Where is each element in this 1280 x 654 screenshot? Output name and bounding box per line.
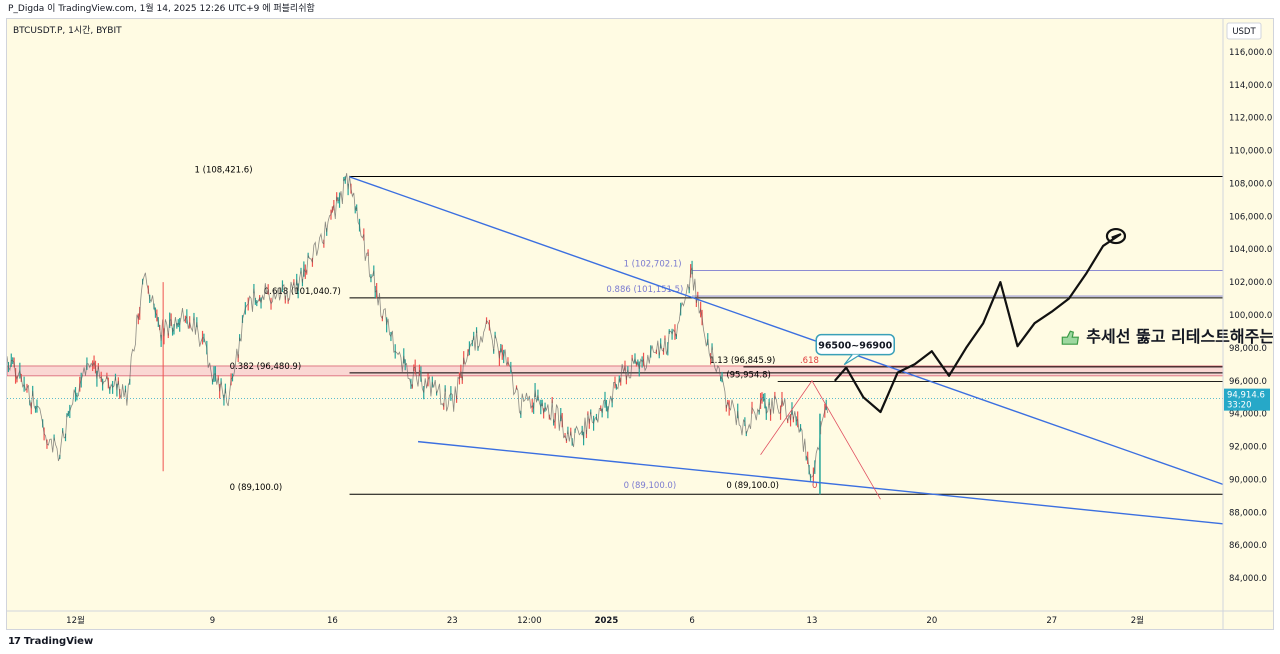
x-tick-label: 2025 — [595, 616, 619, 626]
x-tick-label: 16 — [327, 616, 338, 626]
fib-level-label: 0.618 (101,040.7) — [264, 287, 341, 297]
y-tick-label: 90,000.0 — [1229, 475, 1267, 485]
trendline-lower — [417, 440, 1224, 525]
callout-pointer — [843, 354, 861, 366]
x-tick-label: 20 — [926, 616, 937, 626]
fib-level-label: 1 (108,421.6) — [195, 166, 253, 176]
x-tick-label: 23 — [447, 616, 458, 626]
fib-level-label: 0 — [812, 481, 817, 491]
projection-loop — [1105, 227, 1127, 245]
fib-level-label: (95,954.8) — [726, 371, 770, 381]
y-tick-label: 86,000.0 — [1229, 541, 1267, 551]
x-tick-label: 13 — [807, 616, 818, 626]
countdown-label: 33:20 — [1227, 401, 1252, 411]
symbol-label: BTCUSDT.P, 1시간, BYBIT — [13, 25, 122, 36]
fib-level-label: 0.382 (96,480.9) — [230, 362, 302, 372]
currency-box — [1226, 22, 1262, 40]
y-tick-label: 106,000.0 — [1229, 212, 1272, 222]
x-tick-label: 2월 — [1131, 615, 1144, 626]
y-tick-label: 116,000.0 — [1229, 48, 1272, 58]
footer-brand: 17 TradingView — [8, 633, 93, 651]
projection-path — [833, 233, 1122, 414]
thumbs-up-shape — [1061, 330, 1079, 345]
y-tick-label: 102,000.0 — [1229, 278, 1272, 288]
trendline-upper — [349, 176, 1224, 486]
x-tick-label: 27 — [1046, 616, 1057, 626]
callout-text: 96500~96900 — [818, 341, 892, 352]
y-tick-label: 100,000.0 — [1229, 311, 1272, 321]
fib-level-label: 0 (89,100.0) — [230, 483, 283, 493]
publish-byline: P_Digda 이 TradingView.com, 1월 14, 2025 1… — [0, 0, 1280, 18]
x-tick-label: 9 — [210, 616, 215, 626]
y-tick-label: 92,000.0 — [1229, 443, 1267, 453]
thumbs-up-icon — [1061, 330, 1079, 345]
tradingview-brand: TradingView — [23, 636, 94, 647]
y-tick-label: 108,000.0 — [1229, 179, 1272, 189]
y-tick-label: 114,000.0 — [1229, 81, 1272, 91]
callout-box: 96500~96900 — [815, 333, 895, 366]
y-tick-label: 84,000.0 — [1229, 574, 1267, 584]
last-price-label: 94,914.6 — [1227, 391, 1265, 401]
x-tick-label: 6 — [689, 616, 694, 626]
y-tick-label: 96,000.0 — [1229, 377, 1267, 387]
chart-area[interactable]: 1 (108,421.6) 1 (102,702.1) 0.886 (101,151… — [6, 18, 1280, 630]
price-line — [6, 173, 829, 479]
fib-level-label: 0 (89,100.0) — [726, 481, 779, 491]
price-chart[interactable]: 1 (108,421.6) 1 (102,702.1) 0.886 (101,151… — [6, 19, 1280, 629]
fib-level-label: 1.13 (96,845.9) — [709, 356, 775, 366]
fib-level-label: 1 (102,702.1) — [624, 260, 682, 270]
fib-level-label: .618 — [800, 356, 819, 366]
y-tick-label: 98,000.0 — [1229, 344, 1267, 354]
x-tick-label: 12:00 — [517, 616, 542, 626]
y-tick-label: 104,000.0 — [1229, 245, 1272, 255]
y-tick-label: 112,000.0 — [1229, 114, 1272, 124]
y-tick-label: 94,000.0 — [1229, 410, 1267, 420]
resistance-zone — [6, 365, 1224, 377]
y-tick-label: 88,000.0 — [1229, 508, 1267, 518]
pattern-lines — [760, 380, 881, 500]
last-price-tag — [1224, 388, 1270, 411]
y-tick-label: 110,000.0 — [1229, 147, 1272, 157]
currency-label: USDT — [1232, 27, 1256, 37]
x-tick-label: 12월 — [66, 615, 85, 626]
tradingview-logo-icon: 17 — [8, 636, 21, 647]
fib-level-label: 0.886 (101,151.5) — [606, 285, 683, 295]
annotation-text: 추세선 뚫고 리테스트해주는지 — [1086, 327, 1273, 346]
fib-level-label: 0 (89,100.0) — [624, 481, 677, 491]
